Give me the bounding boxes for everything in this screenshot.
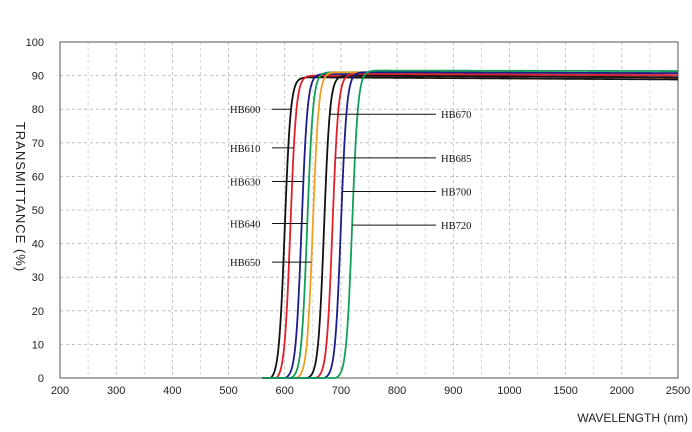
series-curves: [261, 69, 679, 379]
grid: [59, 41, 679, 379]
x-tick-label: 900: [444, 385, 462, 397]
y-tick-label: 70: [32, 138, 44, 150]
series-label-hb610: HB610: [230, 144, 260, 155]
y-tick-label: 50: [32, 205, 44, 217]
y-tick-label: 60: [32, 171, 44, 183]
x-tick-label: 500: [219, 385, 237, 397]
x-tick-label: 600: [276, 385, 294, 397]
y-tick-label: 80: [32, 104, 44, 116]
y-tick-label: 90: [32, 71, 44, 83]
x-tick-label: 1000: [497, 385, 521, 397]
series-labels: HB600 HB610 HB630 HB640 HB650 HB670 HB685 HB700…: [230, 105, 471, 269]
y-tick-label: 40: [32, 239, 44, 251]
series-label-hb630: HB630: [230, 177, 260, 188]
series-label-hb720: HB720: [441, 221, 471, 232]
series-label-hb685: HB685: [441, 154, 471, 165]
x-tick-label: 700: [332, 385, 350, 397]
series-label-hb700: HB700: [441, 188, 471, 199]
y-tick-label: 100: [26, 37, 44, 49]
x-tick-label: 400: [163, 385, 181, 397]
y-tick-label: 20: [32, 306, 44, 318]
series-label-hb640: HB640: [230, 219, 260, 230]
x-tick-label: 800: [388, 385, 406, 397]
x-tick-label: 2500: [666, 385, 690, 397]
series-label-hb670: HB670: [441, 110, 471, 121]
series-label-hb650: HB650: [230, 258, 260, 269]
y-tick-label: 0: [38, 373, 44, 385]
x-axis-ticks: 200 300 400 500 600 700 800 900 1000 1500 2000 2500: [51, 385, 690, 397]
plot-frame: [59, 41, 679, 379]
y-axis-label: TRANSMITTANCE (%): [13, 122, 28, 272]
x-tick-label: 300: [107, 385, 125, 397]
series-line-hb600: [261, 76, 679, 379]
x-tick-label: 200: [51, 385, 69, 397]
series-label-hb600: HB600: [230, 105, 260, 116]
series-line-hb670: [261, 74, 679, 379]
y-tick-label: 10: [32, 339, 44, 351]
y-tick-label: 30: [32, 272, 44, 284]
x-tick-label: 1500: [553, 385, 577, 397]
series-line-hb720: [261, 69, 678, 379]
x-tick-label: 2000: [610, 385, 634, 397]
y-axis-ticks: 0 10 20 30 40 50 60 70 80 90 100: [26, 37, 44, 385]
x-axis-label: WAVELENGTH (nm): [577, 411, 688, 425]
